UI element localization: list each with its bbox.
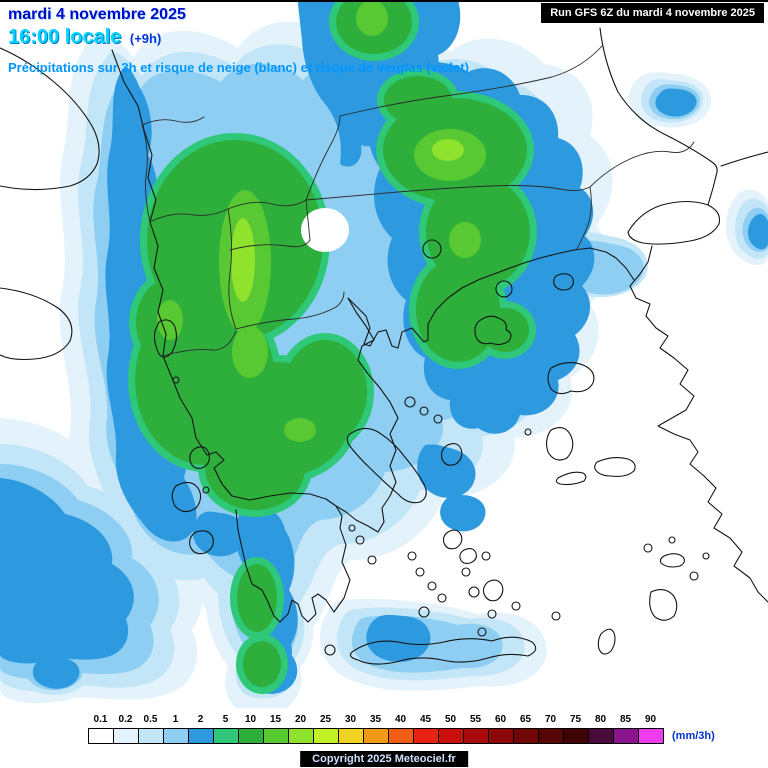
legend-color-cell xyxy=(364,729,389,743)
date-label: mardi 4 novembre 2025 xyxy=(8,6,186,23)
legend-scale-row: (mm/3h) xyxy=(88,728,715,744)
legend-value-label: 50 xyxy=(444,714,457,725)
legend-color-cell xyxy=(389,729,414,743)
legend-color-cell xyxy=(339,729,364,743)
legend-color-cell xyxy=(139,729,164,743)
legend-value-label: 20 xyxy=(294,714,307,725)
legend-unit: (mm/3h) xyxy=(672,730,715,742)
legend-labels: 0.1 0.2 0.5 1 2 5 10 15 20 25 30 35 40 45 50 55 60 65 70 75… xyxy=(88,714,715,727)
legend-value-label: 65 xyxy=(519,714,532,725)
legend-color-cell xyxy=(89,729,114,743)
legend-color-cell xyxy=(539,729,564,743)
legend-value-label: 0.1 xyxy=(93,714,108,725)
legend-color-cell xyxy=(289,729,314,743)
run-info-box: Run GFS 6Z du mardi 4 novembre 2025 xyxy=(541,3,764,23)
legend-value-label: 35 xyxy=(369,714,382,725)
legend-value-label: 5 xyxy=(222,714,229,725)
valid-time-label: 16:00 locale xyxy=(8,26,122,49)
legend-value-label: 60 xyxy=(494,714,507,725)
legend-cells xyxy=(88,728,664,744)
legend-color-cell xyxy=(189,729,214,743)
legend-value-label: 1 xyxy=(172,714,179,725)
legend-color-cell xyxy=(314,729,339,743)
precip-layer-20 xyxy=(231,139,464,302)
legend-color-cell xyxy=(614,729,639,743)
legend-value-label: 15 xyxy=(269,714,282,725)
map-description: Précipitations sur 3h et risque de neige… xyxy=(8,60,469,76)
legend-value-label: 55 xyxy=(469,714,482,725)
copyright-bar: Copyright 2025 Meteociel.fr xyxy=(300,751,468,767)
legend-color-cell xyxy=(439,729,464,743)
legend-color-cell xyxy=(214,729,239,743)
legend-color-cell xyxy=(514,729,539,743)
legend-value-label: 85 xyxy=(619,714,632,725)
valid-time-line: 16:00 locale (+9h) xyxy=(8,26,469,49)
legend-color-cell xyxy=(414,729,439,743)
legend-value-label: 0.2 xyxy=(118,714,133,725)
legend-value-label: 10 xyxy=(244,714,257,725)
top-frame-line xyxy=(0,0,768,2)
legend-color-cell xyxy=(489,729,514,743)
legend-value-label: 25 xyxy=(319,714,332,725)
legend-color-cell xyxy=(164,729,189,743)
legend-value-label: 75 xyxy=(569,714,582,725)
legend-color-cell xyxy=(264,729,289,743)
legend-color-cell xyxy=(564,729,589,743)
legend-value-label: 0.5 xyxy=(143,714,158,725)
snow-risk-white-area xyxy=(301,208,349,252)
precipitation-legend: 0.1 0.2 0.5 1 2 5 10 15 20 25 30 35 40 45 50 55 60 65 70 75… xyxy=(88,714,715,744)
coastlines xyxy=(0,27,768,665)
legend-color-cell xyxy=(464,729,489,743)
forecast-offset-label: (+9h) xyxy=(129,31,162,47)
legend-value-label: 90 xyxy=(644,714,657,725)
legend-value-label: 30 xyxy=(344,714,357,725)
legend-value-label: 40 xyxy=(394,714,407,725)
legend-value-label: 45 xyxy=(419,714,432,725)
legend-value-label: 2 xyxy=(197,714,204,725)
legend-color-cell xyxy=(114,729,139,743)
legend-value-label: 70 xyxy=(544,714,557,725)
country-borders xyxy=(141,45,695,357)
legend-color-cell xyxy=(589,729,614,743)
legend-value-label: 80 xyxy=(594,714,607,725)
legend-color-cell xyxy=(239,729,264,743)
legend-color-cell xyxy=(639,729,663,743)
map-header: mardi 4 novembre 2025 16:00 locale (+9h)… xyxy=(8,6,469,76)
